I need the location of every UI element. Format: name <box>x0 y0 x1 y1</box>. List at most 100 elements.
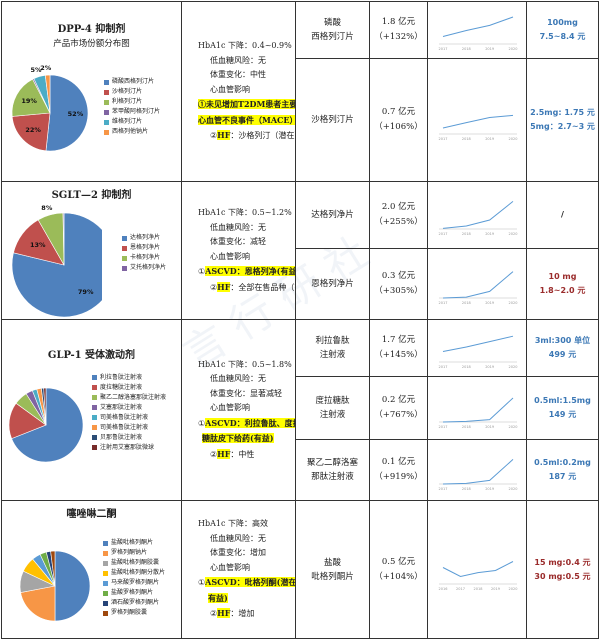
hf-tag: HF <box>217 608 231 619</box>
trend-x-tick: 2019 <box>485 47 494 51</box>
legend-swatch <box>104 99 109 105</box>
legend-label: 盐酸吡格列酮片 <box>111 539 154 546</box>
legend-item: 贝那鲁肽注射液 <box>92 433 166 443</box>
sales-cell: 0.7 亿元 （+106%） <box>369 58 428 182</box>
efficacy-line: 糖肽皮下给药(有益) <box>198 431 295 447</box>
table-row: GLP-1 受体激动剂利拉鲁肽注射液 度拉糖肽注射液 聚乙二醇洛塞那肽注射液 艾塞那肽… <box>1 319 599 501</box>
legend-swatch <box>92 425 97 430</box>
sales-trend-chart: 2017 2018 2019 2020 <box>439 114 518 141</box>
sales-cell: 0.1 亿元 （+919%） <box>369 439 428 501</box>
legend-item: 沙格列汀片 <box>104 87 160 97</box>
drug-class-title: GLP-1 受体激动剂 <box>47 349 136 361</box>
pie-percent-label: 8% <box>41 204 53 213</box>
legend-swatch <box>92 445 97 450</box>
efficacy-line: ②HF：中性 <box>210 448 255 459</box>
legend-swatch <box>104 109 109 115</box>
trend-line <box>442 16 514 37</box>
efficacy-line: 低血糖风险：无 <box>210 222 266 232</box>
legend-label: 罗格列酮钠片 <box>111 549 148 556</box>
legend-item: 艾塞那肽注射液 <box>92 403 166 413</box>
efficacy-cell: HbA1c 下降：0.5~1.2% 低血糖风险：无 体重变化：减轻 心血管影响 ①ASC… <box>181 181 296 320</box>
efficacy-line: 体重变化：减轻 <box>210 237 266 246</box>
legend-item: 维格列汀片 <box>104 117 160 127</box>
market-share-pie <box>11 74 89 152</box>
drug-name-cell: 盐酸 吡格列酮片 <box>295 500 370 639</box>
drug-name: 吡格列酮片 <box>311 571 354 582</box>
legend-label: 苯甲酸阿格列汀片 <box>112 108 161 115</box>
drug-class-cell: SGLT—2 抑制剂 79% 13% 8% 达格列净片 恩格列净片 卡格列净片 艾托格列净片 <box>1 181 182 320</box>
legend-label: 司美格鲁肽注射液 <box>100 413 149 421</box>
legend-label: 酒石酸罗格列酮片 <box>111 599 160 606</box>
efficacy-line: ①ASCVD：恩格列净(有益) <box>198 264 295 280</box>
price-line: 149 元 <box>548 410 577 419</box>
sales-trend-chart: 2017 2018 2019 2020 <box>439 271 517 305</box>
trend-cell: 2016 2017 2018 2019 2020 <box>427 500 527 639</box>
sales-growth: （+106%） <box>374 122 423 132</box>
efficacy-line: 有益) <box>198 591 295 607</box>
price-cell: 15 mg:0.4 元 30 mg:0.5 元 <box>526 500 599 639</box>
legend-label: 维格列汀片 <box>112 118 143 125</box>
drug-name: 恩格列净片 <box>311 278 354 289</box>
legend-swatch <box>92 405 97 410</box>
ascvd-detail: 利拉鲁肽、度拉 <box>244 417 295 428</box>
price-line: 100mg <box>547 18 578 27</box>
legend-item: 利格列汀片 <box>104 97 160 107</box>
efficacy-line: 心血管影响 <box>210 84 250 94</box>
trend-x-tick: 2018 <box>462 425 471 429</box>
trend-line <box>442 397 514 423</box>
drug-name: 达格列净片 <box>311 209 354 220</box>
efficacy-line: HbA1c 下降：0.5~1.2% <box>198 208 292 217</box>
trend-x-tick: 2020 <box>509 137 518 141</box>
pie-legend: 利拉鲁肽注射液 度拉糖肽注射液 聚乙二醇洛塞那肽注射液 艾塞那肽注射液 司美格鲁肽注射液… <box>92 373 166 453</box>
legend-label: 盐酸罗格列酮片 <box>111 589 154 596</box>
legend-label: 注射用艾塞那肽微球 <box>100 443 155 451</box>
legend-item: 苯甲酸阿格列汀片 <box>104 107 160 117</box>
table-row: 聚乙二醇洛塞 那肽注射液 0.1 亿元 （+919%） 2017 2018 2019 2020… <box>2 439 599 501</box>
efficacy-line: ②HF：沙格列汀（潜在） <box>210 130 296 141</box>
legend-swatch <box>103 600 108 606</box>
efficacy-line: HbA1c 下降：高效 <box>198 519 268 529</box>
legend-item: 盐酸吡格列酮片 <box>103 538 165 548</box>
trend-x-tick: 2017 <box>439 365 448 369</box>
hf-tag: HF <box>217 448 231 459</box>
highlight-text: 糖肽皮下给药(有益) <box>202 433 274 444</box>
pie-chart: 79% 13% 8% 达格列净片 恩格列净片 卡格列净片 艾托格列净片 <box>3 201 181 319</box>
trend-x-tick: 2020 <box>509 425 518 429</box>
price-line: / <box>561 209 564 219</box>
efficacy-notes: HbA1c 下降：0.5~1.8% 低血糖风险：无 体重变化：显著减轻 心血管影响 ①A… <box>183 358 295 463</box>
drug-name: 那肽注射液 <box>311 472 354 482</box>
legend-swatch <box>103 580 108 586</box>
market-share-pie <box>8 387 84 462</box>
pie-slice <box>62 212 65 266</box>
legend-item: 盐酸吡格列酮胶囊 <box>103 558 165 568</box>
legend-label: 艾塞那肽注射液 <box>100 403 143 411</box>
legend-label: 盐酸吡格列酮分散片 <box>111 569 166 576</box>
table-row: SGLT—2 抑制剂 79% 13% 8% 达格列净片 恩格列净片 卡格列净片 艾托格列净片 H… <box>1 181 599 320</box>
price-line: 10 mg <box>548 271 577 281</box>
legend-item: 酒石酸罗格列酮片 <box>103 598 165 608</box>
legend-swatch <box>104 89 109 95</box>
legend-swatch <box>104 129 109 135</box>
drug-name: 注射液 <box>319 410 346 420</box>
trend-cell: 2017 2018 2019 2020 <box>427 1 527 59</box>
pie-slice <box>43 387 47 425</box>
pie-percent-label: 22% <box>25 126 41 135</box>
trend-line <box>442 200 514 229</box>
drug-name: 度拉糖肽 <box>315 396 350 406</box>
ascvd-detail: 恩格列净(有益) <box>244 266 295 276</box>
price-line: 7.5~8.4 元 <box>539 32 586 41</box>
trend-x-tick: 2019 <box>485 137 494 141</box>
sales-trend-chart: 2017 2018 2019 2020 <box>439 459 517 491</box>
trend-cell: 2017 2018 2019 2020 <box>427 439 527 501</box>
sales-value: 2.0 亿元 <box>381 201 416 212</box>
ascvd-tag: ASCVD： <box>205 577 245 588</box>
trend-x-tick: 2019 <box>485 301 494 305</box>
legend-swatch <box>103 560 108 566</box>
efficacy-line: ①ASCVD：吡格列酮(潜在 <box>198 577 296 588</box>
price-cell: 0.5ml:0.2mg 187 元 <box>526 439 599 501</box>
efficacy-line: HbA1c 下降：0.4~0.9% <box>198 41 292 51</box>
trend-x-tick: 2017 <box>439 425 448 429</box>
drug-class-cell: 噻唑啉二酮 盐酸吡格列酮片 罗格列酮钠片 盐酸吡格列酮胶囊 盐酸吡格列酮分散片 马来酸罗格… <box>1 500 182 639</box>
market-share-pie <box>11 212 102 318</box>
